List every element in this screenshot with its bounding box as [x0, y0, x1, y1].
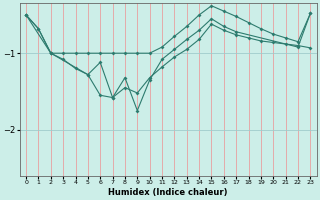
X-axis label: Humidex (Indice chaleur): Humidex (Indice chaleur) [108, 188, 228, 197]
